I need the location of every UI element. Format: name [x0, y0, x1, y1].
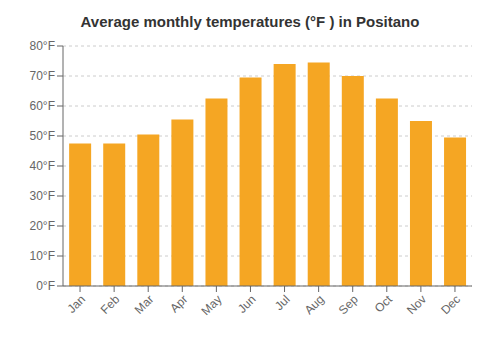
svg-text:0°F: 0°F	[36, 279, 55, 293]
svg-text:40°F: 40°F	[30, 159, 55, 173]
svg-text:May: May	[199, 292, 225, 318]
svg-text:Oct: Oct	[372, 292, 396, 316]
svg-text:30°F: 30°F	[30, 189, 55, 203]
svg-text:Aug: Aug	[302, 292, 327, 317]
svg-text:60°F: 60°F	[30, 99, 55, 113]
svg-text:80°F: 80°F	[30, 39, 55, 53]
svg-text:Nov: Nov	[404, 292, 429, 317]
svg-text:Dec: Dec	[438, 292, 463, 317]
svg-text:20°F: 20°F	[30, 219, 55, 233]
html-text:Average monthly temperatures (: Average monthly temperatures (°F ) in Po…	[80, 13, 420, 30]
svg-text:Jan: Jan	[65, 292, 89, 316]
svg-text:70°F: 70°F	[30, 69, 55, 83]
svg-text:Apr: Apr	[167, 292, 190, 315]
svg-text:10°F: 10°F	[30, 249, 55, 263]
svg-text:Mar: Mar	[132, 292, 157, 317]
svg-text:Sep: Sep	[336, 292, 361, 317]
svg-text:Feb: Feb	[98, 292, 123, 317]
svg-text:Jun: Jun	[235, 292, 259, 316]
svg-text:Jul: Jul	[272, 292, 293, 313]
svg-text:50°F: 50°F	[30, 129, 55, 143]
